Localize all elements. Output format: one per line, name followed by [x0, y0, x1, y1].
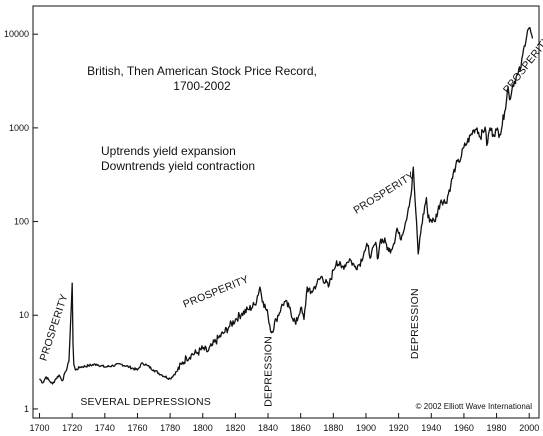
x-tick-label: 1720 — [62, 423, 82, 433]
x-tick-label: 1820 — [225, 423, 245, 433]
x-tick-label: 1800 — [193, 423, 213, 433]
annotation-label: DEPRESSION — [262, 336, 274, 407]
plot-frame — [32, 5, 540, 419]
annotation-label: DEPRESSION — [409, 288, 421, 359]
x-tick-label: 1780 — [160, 423, 180, 433]
x-axis: 1700 1720 1740 1760 1780 1800 1820 1840 1860 1880… — [30, 413, 539, 433]
annotations: PROSPERITY SEVERAL DEPRESSIONS PROSPERITY D… — [38, 34, 543, 408]
x-tick-label: 1700 — [30, 423, 50, 433]
x-tick-label: 1860 — [291, 423, 311, 433]
y-tick-label: 10000 — [4, 29, 29, 39]
chart-subtitle: 1700-2002 — [173, 79, 231, 93]
y-tick-label: 100 — [14, 217, 29, 227]
y-tick-label: 10 — [19, 310, 29, 320]
annotation-label: PROSPERITY — [181, 273, 250, 310]
x-tick-label: 1980 — [487, 423, 507, 433]
x-tick-label: 1760 — [127, 423, 147, 433]
y-axis: 1 10 100 1000 10000 — [4, 29, 38, 414]
x-tick-label: 1900 — [356, 423, 376, 433]
y-tick-label: 1000 — [9, 123, 29, 133]
note-uptrends: Uptrends yield expansion — [101, 144, 236, 158]
x-tick-label: 1880 — [323, 423, 343, 433]
x-tick-label: 1960 — [454, 423, 474, 433]
annotation-label: SEVERAL DEPRESSIONS — [80, 396, 211, 408]
note-downtrends: Downtrends yield contraction — [101, 159, 255, 173]
x-tick-label: 1740 — [95, 423, 115, 433]
x-tick-label: 1840 — [258, 423, 278, 433]
y-tick-label: 1 — [24, 404, 29, 414]
x-tick-label: 1920 — [389, 423, 409, 433]
annotation-label: PROSPERITY — [351, 170, 416, 217]
annotation-label: PROSPERITY — [38, 293, 71, 363]
annotation-label: PROSPERITY — [501, 34, 543, 96]
x-tick-label: 2000 — [519, 423, 539, 433]
chart-title: British, Then American Stock Price Recor… — [87, 64, 317, 78]
x-tick-label: 1940 — [421, 423, 441, 433]
copyright-notice: © 2002 Elliott Wave International — [416, 402, 533, 411]
series-line-stock-price — [38, 27, 534, 385]
